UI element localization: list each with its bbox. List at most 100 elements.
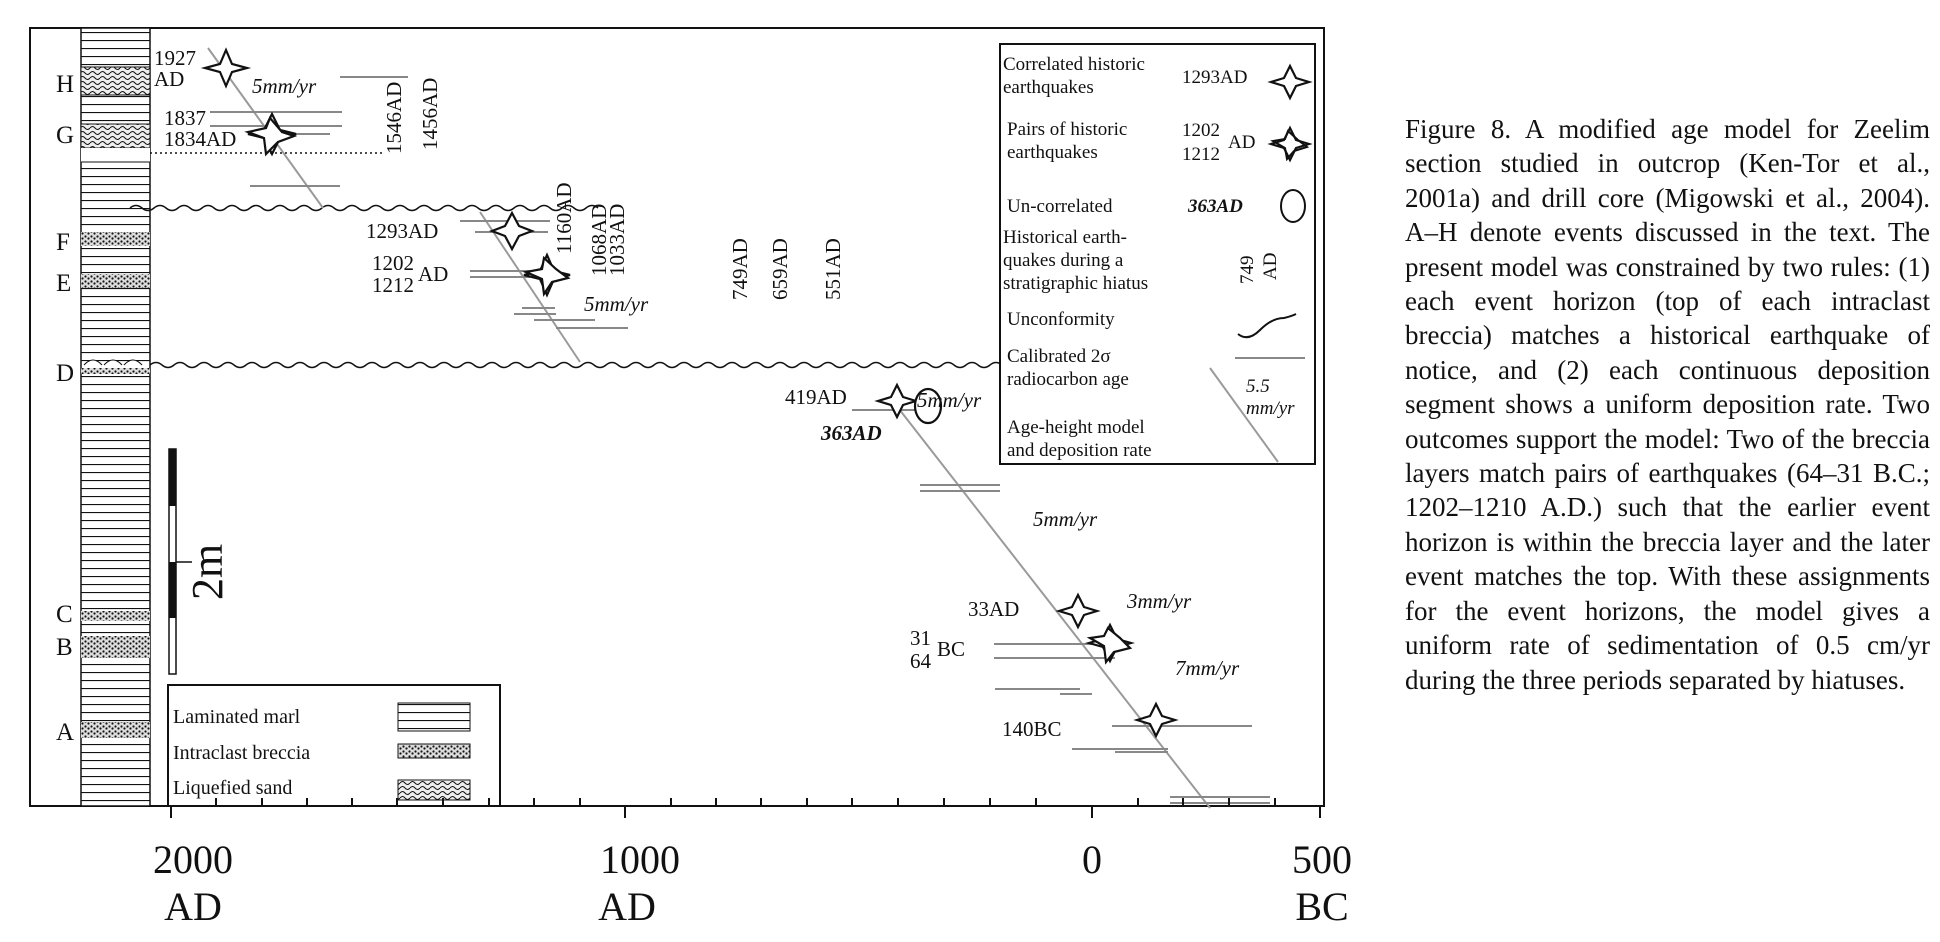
legend-unconformity: Unconformity — [1007, 309, 1115, 330]
x-tick-label: 500 — [1292, 837, 1352, 882]
correlated-star-icon — [200, 47, 252, 89]
uncorrelated-circle-icon — [1280, 189, 1306, 223]
unit-label: E — [56, 270, 71, 297]
correlated-star-icon — [1267, 63, 1313, 101]
unit-label: D — [56, 360, 74, 387]
correlated-star-icon — [488, 210, 536, 252]
plot-frame — [29, 27, 1325, 807]
pair-star-icon — [522, 255, 571, 298]
hiatus-label: 659AD — [768, 238, 792, 300]
strat-column — [80, 27, 151, 807]
hiatus-label: 1068AD — [587, 204, 611, 276]
event-label: BC — [937, 637, 965, 661]
legend-pairs-sample2: 1212 — [1182, 144, 1220, 165]
rate-label: 7mm/yr — [1175, 656, 1240, 680]
legend-uncorrelated-sample: 363AD — [1187, 196, 1243, 217]
legend-hiatus-sample1: 749 — [1237, 256, 1258, 285]
unit-label: G — [56, 122, 74, 149]
correlated-star-icon — [874, 382, 920, 420]
legend-breccia: Intraclast breccia — [173, 742, 310, 764]
event-label: 64 — [910, 649, 932, 673]
hiatus-label: 1456AD — [418, 78, 442, 150]
rate-label: 3mm/yr — [1126, 589, 1192, 613]
hiatus-label: 749AD — [728, 238, 752, 300]
legend-sand: Liquefied sand — [173, 777, 292, 799]
unit-label: C — [56, 601, 73, 628]
correlated-star-icon — [1133, 701, 1179, 739]
marl-swatch — [397, 702, 471, 732]
legend-correlated-line2: earthquakes — [1003, 77, 1094, 98]
uncorrelated-circle-icon — [913, 387, 943, 425]
unit-label: H — [56, 71, 74, 98]
legend-pairs-sample1: 1202 — [1182, 120, 1220, 141]
pair-star-icon — [244, 115, 298, 157]
event-labels: 1927 AD 1837 1834AD 1293AD 1202 1212 AD … — [154, 46, 1062, 741]
x-axis-tick-labels: 2000 AD 1000 AD 0 500 BC — [153, 837, 1352, 929]
legend-top: Correlated historic earthquakes 1293AD P… — [999, 43, 1316, 465]
age-model-figure: H G F E D C B A 2m — [29, 27, 1352, 929]
legend-rate-sample1: 5.5 — [1246, 376, 1270, 397]
breccia-swatch — [397, 743, 471, 759]
rate-label: 5mm/yr — [917, 388, 982, 412]
rate-labels: 5mm/yr 5mm/yr 5mm/yr 5mm/yr 3mm/yr 7mm/y… — [252, 74, 1240, 680]
unconformity-icon — [1237, 313, 1297, 339]
hiatus-label: 551AD — [821, 238, 845, 300]
legend-hiatus-sample2: AD — [1260, 253, 1281, 280]
hiatus-label: 1160AD — [552, 182, 576, 254]
legend-correlated-line1: Correlated historic — [1003, 54, 1145, 75]
event-label: 31 — [910, 626, 931, 650]
legend-correlated-sample: 1293AD — [1182, 67, 1247, 88]
legend-hiatus-line2: quakes during a — [1003, 250, 1124, 271]
rate-label: 5mm/yr — [252, 74, 317, 98]
event-label: 140BC — [1002, 717, 1062, 741]
legend-pairs-line2: earthquakes — [1007, 142, 1098, 163]
rate-label: 5mm/yr — [1033, 507, 1098, 531]
event-markers — [200, 47, 1179, 739]
legend-pairs-unit: AD — [1228, 132, 1255, 153]
x-tick-label: 1000 — [600, 837, 680, 882]
legend-model-line2: and deposition rate — [1007, 440, 1152, 461]
hiatus-label: 1033AD — [605, 204, 629, 276]
legend-model-line1: Age-height model — [1007, 417, 1145, 438]
scale-label: 2m — [183, 544, 232, 600]
scale-bar: 2m — [168, 448, 232, 675]
legend-rate-sample2: mm/yr — [1246, 398, 1295, 419]
event-label: 33AD — [968, 597, 1019, 621]
unit-label: A — [56, 719, 74, 746]
legend-marl: Laminated marl — [173, 706, 301, 728]
legend-calibrated-line2: radiocarbon age — [1007, 369, 1129, 390]
unconformity-upper — [129, 204, 599, 212]
hiatus-label: 1546AD — [382, 82, 406, 154]
event-label: 1212 — [372, 273, 414, 297]
correlated-star-icon — [1055, 592, 1101, 630]
unit-label: B — [56, 634, 73, 661]
legend-pairs-line1: Pairs of historic — [1007, 119, 1127, 140]
event-label: 419AD — [785, 385, 847, 409]
legend-calibrated-line1: Calibrated 2σ — [1007, 346, 1111, 367]
unit-labels: H G F E D C B A — [56, 71, 74, 746]
model-line-icon — [1209, 367, 1279, 463]
x-tick-label: 0 — [1082, 837, 1102, 882]
event-label: 1202 — [372, 251, 414, 275]
legend-hiatus-line3: stratigraphic hiatus — [1003, 273, 1148, 294]
x-tick-label: BC — [1295, 884, 1348, 929]
rate-label: 5mm/yr — [584, 292, 649, 316]
event-label: AD — [418, 262, 448, 286]
x-tick-label: AD — [598, 884, 656, 929]
event-label: 363AD — [820, 421, 882, 445]
x-tick-label: AD — [164, 884, 222, 929]
legend-uncorrelated: Un-correlated — [1007, 196, 1113, 217]
event-label: 1927 — [154, 46, 196, 70]
sand-swatch — [397, 779, 471, 801]
x-tick-label: 2000 — [153, 837, 233, 882]
event-label: 1834AD — [164, 127, 236, 151]
x-axis — [170, 798, 1321, 818]
event-label: AD — [154, 67, 184, 91]
event-label: 1293AD — [366, 219, 438, 243]
unit-label: F — [56, 229, 70, 256]
hiatus-labels: 1546AD 1456AD 1160AD 1068AD 1033AD 749AD… — [382, 78, 845, 300]
unconformity-lower — [149, 361, 1003, 369]
event-label: 1837 — [164, 106, 206, 130]
pair-star-icon — [1086, 626, 1133, 665]
pair-star-icon — [1270, 129, 1310, 162]
